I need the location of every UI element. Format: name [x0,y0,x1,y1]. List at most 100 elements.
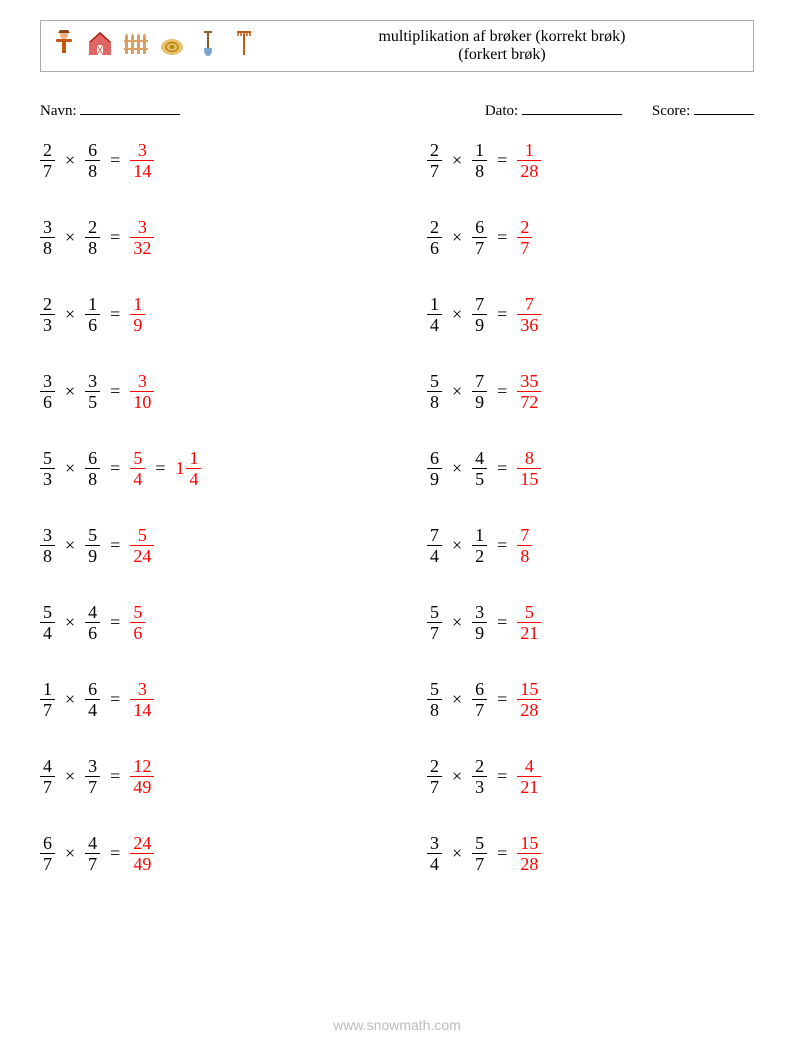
equals-icon: = [493,612,511,633]
fraction-denominator: 8 [472,161,487,181]
times-icon: × [61,381,79,402]
fraction-numerator: 12 [130,756,154,776]
equals-icon: = [106,843,124,864]
fraction-numerator: 2 [40,294,55,314]
fraction: 3572 [517,371,541,412]
fraction-numerator: 1 [40,679,55,699]
times-icon: × [448,535,466,556]
fraction-numerator: 6 [427,448,442,468]
problem: 23×16=19 [40,294,367,335]
times-icon: × [448,381,466,402]
problem: 69×45=815 [427,448,754,489]
fraction-denominator: 4 [40,623,55,643]
equals-icon: = [493,381,511,402]
equals-icon: = [493,227,511,248]
fraction: 23 [40,294,55,335]
times-icon: × [61,689,79,710]
fraction-numerator: 2 [427,140,442,160]
fraction: 67 [472,217,487,258]
problem: 17×64=314 [40,679,367,720]
fraction-numerator: 2 [427,756,442,776]
fraction: 421 [517,756,541,797]
fraction-denominator: 3 [472,777,487,797]
fraction-denominator: 8 [427,700,442,720]
fraction-numerator: 5 [130,602,145,622]
fraction-denominator: 49 [130,854,154,874]
fraction-denominator: 7 [85,777,100,797]
fraction-denominator: 10 [130,392,154,412]
info-row: Navn: Dato: Score: [40,100,754,120]
fraction-denominator: 9 [427,469,442,489]
fraction-numerator: 2 [427,217,442,237]
times-icon: × [448,766,466,787]
fraction: 28 [85,217,100,258]
equals-icon: = [493,535,511,556]
fraction-denominator: 28 [517,854,541,874]
problem: 34×57=1528 [427,833,754,874]
problem: 54×46=56 [40,602,367,643]
equals-icon: = [493,150,511,171]
fraction: 34 [427,833,442,874]
times-icon: × [61,304,79,325]
fraction-numerator: 3 [135,217,150,237]
score-blank[interactable] [694,100,754,115]
fraction: 46 [85,602,100,643]
fraction-numerator: 3 [472,602,487,622]
fraction: 16 [85,294,100,335]
fraction: 36 [40,371,55,412]
fraction-numerator: 1 [85,294,100,314]
fraction-numerator: 3 [40,217,55,237]
problem: 26×67=27 [427,217,754,258]
title-line-1: multiplikation af brøker (korrekt brøk) [259,28,745,46]
equals-icon: = [106,612,124,633]
fraction: 27 [40,140,55,181]
times-icon: × [448,689,466,710]
fraction-denominator: 36 [517,315,541,335]
fraction-denominator: 8 [85,238,100,258]
equals-icon: = [106,689,124,710]
fraction-denominator: 6 [85,315,100,335]
times-icon: × [61,227,79,248]
fraction: 58 [427,371,442,412]
fraction-numerator: 5 [427,602,442,622]
problem: 67×47=2449 [40,833,367,874]
fraction: 54 [40,602,55,643]
equals-icon: = [106,381,124,402]
fraction-numerator: 35 [517,371,541,391]
fraction: 18 [472,140,487,181]
fraction-numerator: 24 [130,833,154,853]
fraction-numerator: 15 [517,833,541,853]
problem: 38×28=332 [40,217,367,258]
date-blank[interactable] [522,100,622,115]
fraction: 521 [517,602,541,643]
fraction-denominator: 3 [40,469,55,489]
date-field: Dato: [485,100,622,120]
header-bar: multiplikation af brøker (korrekt brøk) … [40,20,754,72]
equals-icon: = [106,535,124,556]
fraction-denominator: 7 [427,623,442,643]
header-icons [49,28,259,64]
fraction-denominator: 7 [85,854,100,874]
fraction-denominator: 32 [130,238,154,258]
fraction-numerator: 6 [85,679,100,699]
fraction: 1249 [130,756,154,797]
fraction: 78 [517,525,532,566]
info-left: Navn: [40,100,180,120]
fraction: 128 [517,140,541,181]
fraction-denominator: 9 [472,392,487,412]
fraction: 19 [130,294,145,335]
name-blank[interactable] [80,100,180,115]
fraction-numerator: 5 [522,602,537,622]
fraction-numerator: 6 [472,679,487,699]
fraction: 27 [517,217,532,258]
times-icon: × [448,150,466,171]
fraction: 69 [427,448,442,489]
fraction: 39 [472,602,487,643]
fraction-numerator: 7 [522,294,537,314]
equals-icon: = [106,458,124,479]
fraction-denominator: 7 [40,854,55,874]
fraction-numerator: 3 [40,371,55,391]
problem: 14×79=736 [427,294,754,335]
fraction-numerator: 7 [472,371,487,391]
times-icon: × [61,843,79,864]
